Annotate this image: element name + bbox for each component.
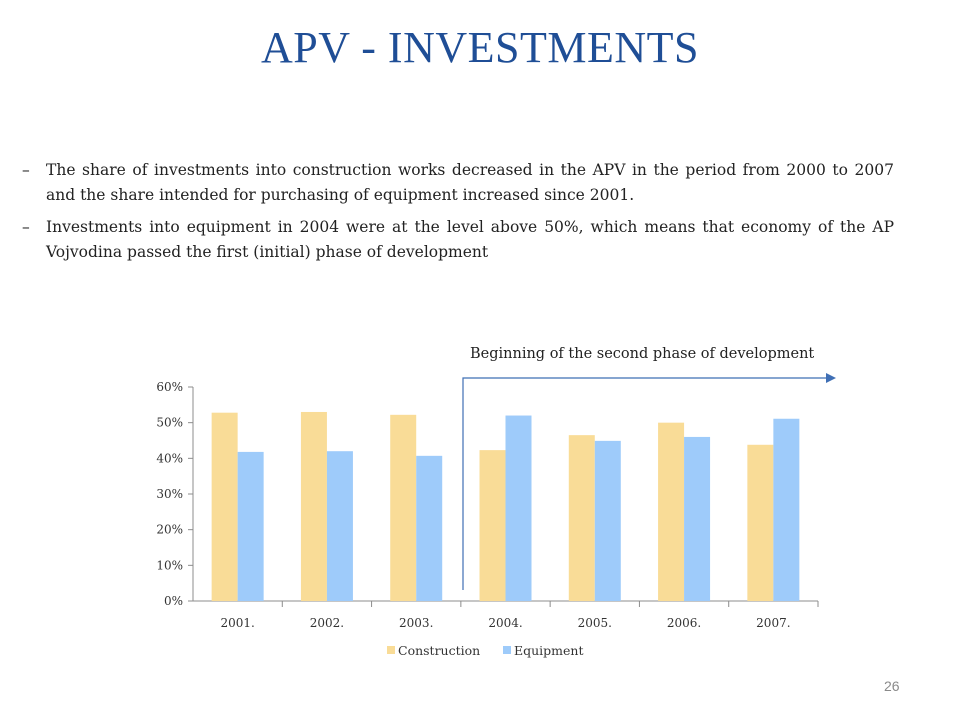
- bullet-item: – Investments into equipment in 2004 wer…: [22, 215, 894, 265]
- bar-construction: [390, 414, 417, 601]
- bar-construction: [479, 450, 506, 601]
- bullet-text: The share of investments into constructi…: [46, 161, 894, 204]
- bar-equipment: [326, 451, 353, 601]
- legend-equipment-swatch: [503, 646, 511, 654]
- x-tick-label: 2002.: [310, 616, 344, 630]
- y-tick-label: 10%: [156, 558, 183, 572]
- x-tick-label: 2003.: [399, 616, 433, 630]
- x-tick-label: 2006.: [667, 616, 701, 630]
- y-tick-label: 60%: [156, 380, 183, 394]
- legend-construction-swatch: [387, 646, 395, 654]
- slide-title: APV - INVESTMENTS: [261, 23, 699, 72]
- bullet-marker: –: [22, 161, 30, 179]
- y-tick-label: 0%: [164, 594, 183, 608]
- x-tick-label: 2001.: [220, 616, 254, 630]
- bar-equipment: [505, 415, 532, 601]
- bar-equipment: [416, 455, 443, 601]
- bar-construction: [658, 422, 685, 601]
- y-tick-label: 30%: [156, 487, 183, 501]
- bullet-text: Investments into equipment in 2004 were …: [46, 218, 894, 261]
- y-tick-label: 50%: [156, 416, 183, 430]
- bullet-list: – The share of investments into construc…: [22, 158, 894, 272]
- legend-equipment-label: Equipment: [514, 643, 584, 658]
- phase-arrow-line: [462, 377, 834, 590]
- phase-arrowhead: [826, 373, 836, 383]
- legend-construction-label: Construction: [398, 643, 480, 658]
- y-tick-label: 20%: [156, 523, 183, 537]
- page-number: 26: [884, 678, 900, 694]
- y-tick-label: 40%: [156, 451, 183, 465]
- bullet-item: – The share of investments into construc…: [22, 158, 894, 208]
- bar-construction: [747, 444, 774, 601]
- x-tick-label: 2004.: [488, 616, 522, 630]
- bar-equipment: [684, 436, 711, 601]
- phase-annotation: Beginning of the second phase of develop…: [470, 346, 815, 362]
- bar-equipment: [773, 418, 800, 601]
- bar-construction: [568, 435, 595, 601]
- bar-equipment: [237, 451, 264, 601]
- bar-construction: [211, 412, 238, 601]
- x-tick-label: 2007.: [756, 616, 790, 630]
- bullet-marker: –: [22, 218, 30, 236]
- x-tick-label: 2005.: [578, 616, 612, 630]
- bar-equipment: [594, 440, 621, 601]
- bar-construction: [300, 411, 327, 601]
